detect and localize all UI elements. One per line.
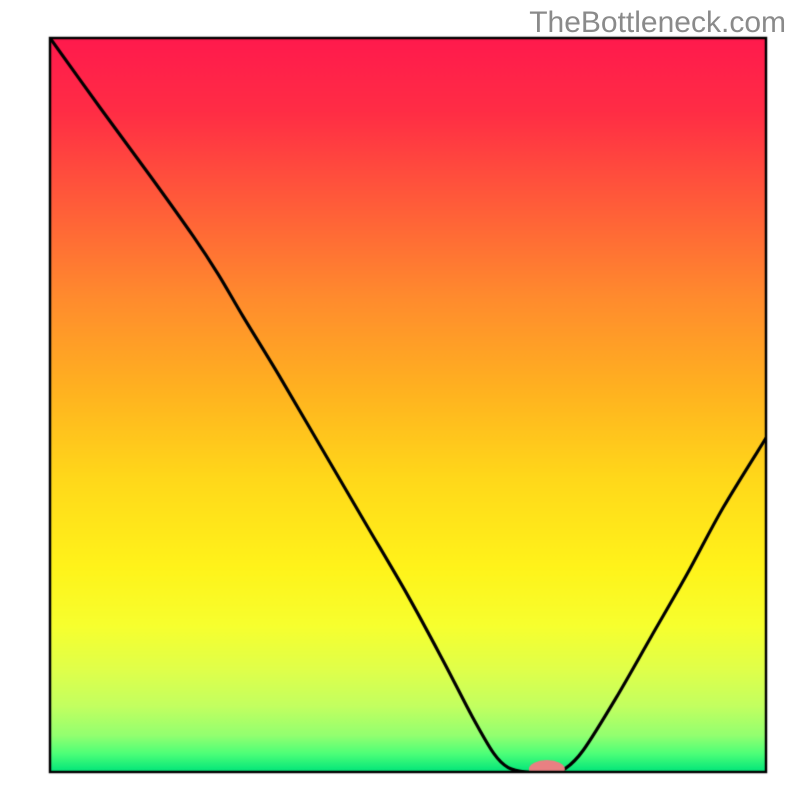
bottleneck-chart	[0, 0, 800, 800]
